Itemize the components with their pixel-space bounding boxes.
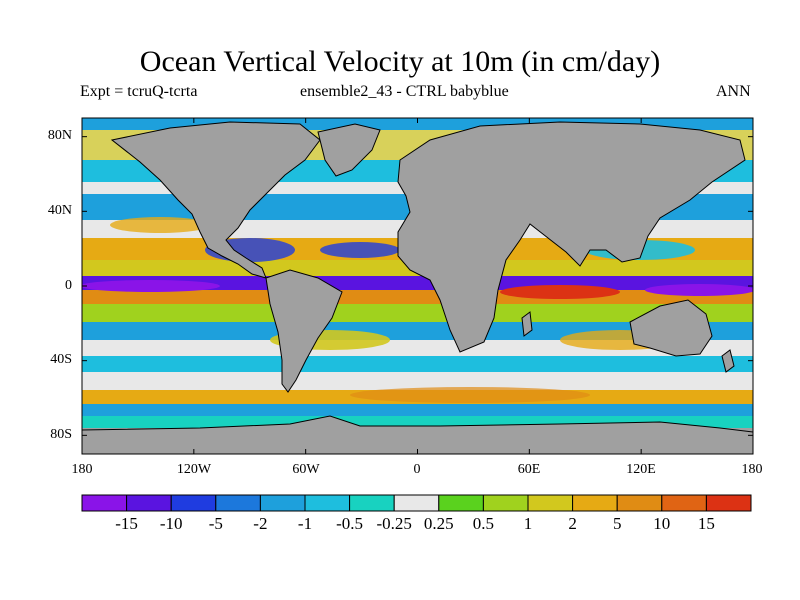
colorbar-label: -2	[253, 514, 268, 533]
colorbar-label: 2	[568, 514, 577, 533]
colorbar-swatch	[304, 494, 351, 512]
colorbar-swatch	[393, 494, 440, 512]
season-label: ANN	[716, 83, 751, 100]
map-panel	[82, 118, 753, 454]
experiment-label: Expt = tcruQ-tcrta	[80, 83, 198, 100]
colorbar-swatch	[527, 494, 574, 512]
lon-label-0: 0	[413, 462, 421, 477]
colorbar-swatch	[705, 494, 752, 512]
lon-label-180-east: 180	[741, 462, 763, 477]
south-america-landmass	[265, 269, 343, 393]
antarctica-landmass	[82, 415, 753, 454]
colorbar-label: -1	[297, 514, 313, 533]
colorbar-swatch	[616, 494, 663, 512]
lat-label-80S: 80S	[50, 427, 72, 442]
lon-label-60W: 60W	[292, 462, 320, 477]
axis-ticks	[81, 118, 754, 454]
lat-label-40S: 40S	[50, 352, 72, 367]
colorbar-swatch	[661, 494, 707, 512]
australia-landmass	[629, 299, 713, 357]
chart-title: Ocean Vertical Velocity at 10m (in cm/da…	[139, 45, 661, 78]
colorbar-label: 5	[612, 514, 622, 533]
land-masses	[82, 121, 753, 454]
madagascar-landmass	[521, 311, 533, 337]
colorbar-swatch	[215, 494, 261, 512]
eurasia-africa-landmass	[397, 121, 746, 353]
colorbar-swatch	[438, 494, 484, 512]
colorbar-label: 15	[697, 514, 715, 533]
colorbar-swatch	[81, 494, 128, 512]
lat-label-equator: 0	[65, 278, 72, 293]
greenland-landmass	[317, 123, 381, 177]
colorbar-swatch	[170, 494, 217, 512]
colorbar-swatch	[349, 494, 395, 512]
colorbar-swatch	[572, 494, 618, 512]
lon-label-180-west: 180	[71, 462, 93, 477]
lon-label-120W: 120W	[176, 462, 212, 477]
colorbar-swatch	[259, 494, 306, 512]
ensemble-label: ensemble2_43 - CTRL babyblue	[300, 83, 509, 100]
colorbar-label: 0.5	[472, 514, 495, 533]
colorbar-label: 0.25	[423, 514, 454, 533]
colorbar-label: 1	[523, 514, 533, 533]
colorbar	[81, 494, 752, 512]
colorbar-swatch	[126, 494, 172, 512]
colorbar-label: -15	[115, 514, 138, 533]
colorbar-label: -5	[208, 514, 223, 533]
colorbar-label: -0.5	[336, 514, 364, 533]
new-zealand-landmass	[721, 349, 735, 373]
lon-label-60E: 60E	[517, 462, 541, 477]
lon-label-120E: 120E	[626, 462, 656, 477]
lat-label-80N: 80N	[47, 128, 72, 143]
lat-label-40N: 40N	[47, 203, 72, 218]
colorbar-swatch	[482, 494, 529, 512]
colorbar-label: -0.25	[376, 514, 412, 533]
colorbar-label: -10	[159, 514, 183, 533]
colorbar-label: 10	[653, 514, 671, 533]
